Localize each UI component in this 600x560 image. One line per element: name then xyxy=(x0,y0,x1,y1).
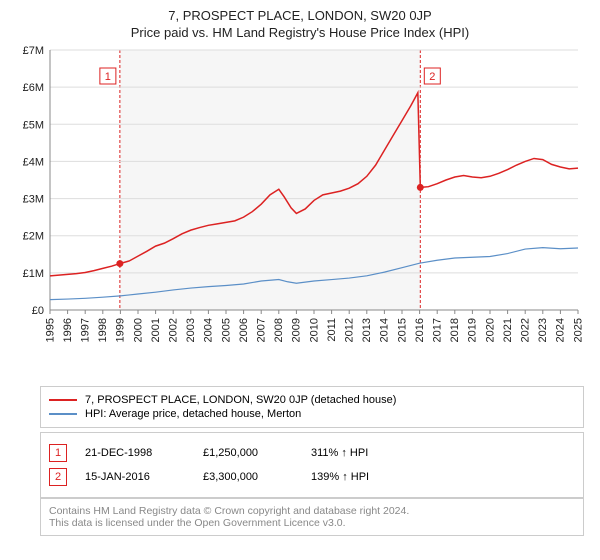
footer-attribution: Contains HM Land Registry data © Crown c… xyxy=(40,498,584,536)
svg-text:2014: 2014 xyxy=(379,318,391,342)
chart-title-line1: 7, PROSPECT PLACE, LONDON, SW20 0JP xyxy=(0,0,600,23)
svg-text:2021: 2021 xyxy=(502,318,514,342)
chart-title-line2: Price paid vs. HM Land Registry's House … xyxy=(0,23,600,44)
svg-text:1: 1 xyxy=(105,71,111,83)
svg-text:1996: 1996 xyxy=(62,318,74,342)
svg-text:2002: 2002 xyxy=(167,318,179,342)
sale-pct: 311% ↑ HPI xyxy=(311,447,368,459)
sale-row: 1 21-DEC-1998 £1,250,000 311% ↑ HPI xyxy=(49,441,575,465)
svg-text:£4M: £4M xyxy=(23,156,44,168)
svg-text:2009: 2009 xyxy=(291,318,303,342)
footer-line: This data is licensed under the Open Gov… xyxy=(49,517,575,529)
svg-text:£7M: £7M xyxy=(23,45,44,57)
svg-text:2013: 2013 xyxy=(361,318,373,342)
svg-text:1995: 1995 xyxy=(44,318,56,342)
legend: 7, PROSPECT PLACE, LONDON, SW20 0JP (det… xyxy=(40,386,584,428)
svg-text:2003: 2003 xyxy=(185,318,197,342)
svg-text:£2M: £2M xyxy=(23,231,44,243)
svg-text:2001: 2001 xyxy=(150,318,162,342)
sale-marker-icon: 1 xyxy=(49,444,67,462)
sale-marker-icon: 2 xyxy=(49,468,67,486)
svg-text:2006: 2006 xyxy=(238,318,250,342)
legend-item: HPI: Average price, detached house, Mert… xyxy=(49,407,575,421)
svg-text:2017: 2017 xyxy=(432,318,444,342)
svg-text:2024: 2024 xyxy=(555,318,567,342)
svg-text:2012: 2012 xyxy=(344,318,356,342)
svg-text:£3M: £3M xyxy=(23,194,44,206)
svg-text:£5M: £5M xyxy=(23,119,44,131)
svg-text:1998: 1998 xyxy=(97,318,109,342)
svg-text:2019: 2019 xyxy=(467,318,479,342)
svg-text:2018: 2018 xyxy=(449,318,461,342)
sales-table: 1 21-DEC-1998 £1,250,000 311% ↑ HPI 2 15… xyxy=(40,432,584,498)
svg-text:2016: 2016 xyxy=(414,318,426,342)
svg-text:2004: 2004 xyxy=(203,318,215,342)
svg-text:1997: 1997 xyxy=(79,318,91,342)
svg-text:2000: 2000 xyxy=(132,318,144,342)
svg-text:2025: 2025 xyxy=(572,318,584,342)
svg-text:2005: 2005 xyxy=(220,318,232,342)
sale-date: 21-DEC-1998 xyxy=(85,447,185,459)
sale-price: £1,250,000 xyxy=(203,447,293,459)
svg-text:2023: 2023 xyxy=(537,318,549,342)
svg-text:2011: 2011 xyxy=(326,318,338,342)
footer-line: Contains HM Land Registry data © Crown c… xyxy=(49,505,575,517)
svg-text:2: 2 xyxy=(429,71,435,83)
svg-text:2007: 2007 xyxy=(256,318,268,342)
chart-area: £0 £1M £2M £3M £4M £5M £6M £7M 1995 1996 1997 1998 1… xyxy=(0,44,600,380)
legend-label: HPI: Average price, detached house, Mert… xyxy=(85,408,301,420)
svg-text:2008: 2008 xyxy=(273,318,285,342)
svg-text:2015: 2015 xyxy=(396,318,408,342)
svg-text:2020: 2020 xyxy=(484,318,496,342)
sale-price: £3,300,000 xyxy=(203,471,293,483)
svg-text:£0: £0 xyxy=(32,305,44,317)
legend-label: 7, PROSPECT PLACE, LONDON, SW20 0JP (det… xyxy=(85,394,396,406)
sale-date: 15-JAN-2016 xyxy=(85,471,185,483)
sale-pct: 139% ↑ HPI xyxy=(311,471,369,483)
legend-item: 7, PROSPECT PLACE, LONDON, SW20 0JP (det… xyxy=(49,393,575,407)
svg-text:2022: 2022 xyxy=(520,318,532,342)
legend-swatch xyxy=(49,413,77,415)
svg-text:2010: 2010 xyxy=(308,318,320,342)
svg-text:1999: 1999 xyxy=(115,318,127,342)
svg-text:£6M: £6M xyxy=(23,82,44,94)
sale-row: 2 15-JAN-2016 £3,300,000 139% ↑ HPI xyxy=(49,465,575,489)
svg-text:£1M: £1M xyxy=(23,268,44,280)
legend-swatch xyxy=(49,399,77,401)
